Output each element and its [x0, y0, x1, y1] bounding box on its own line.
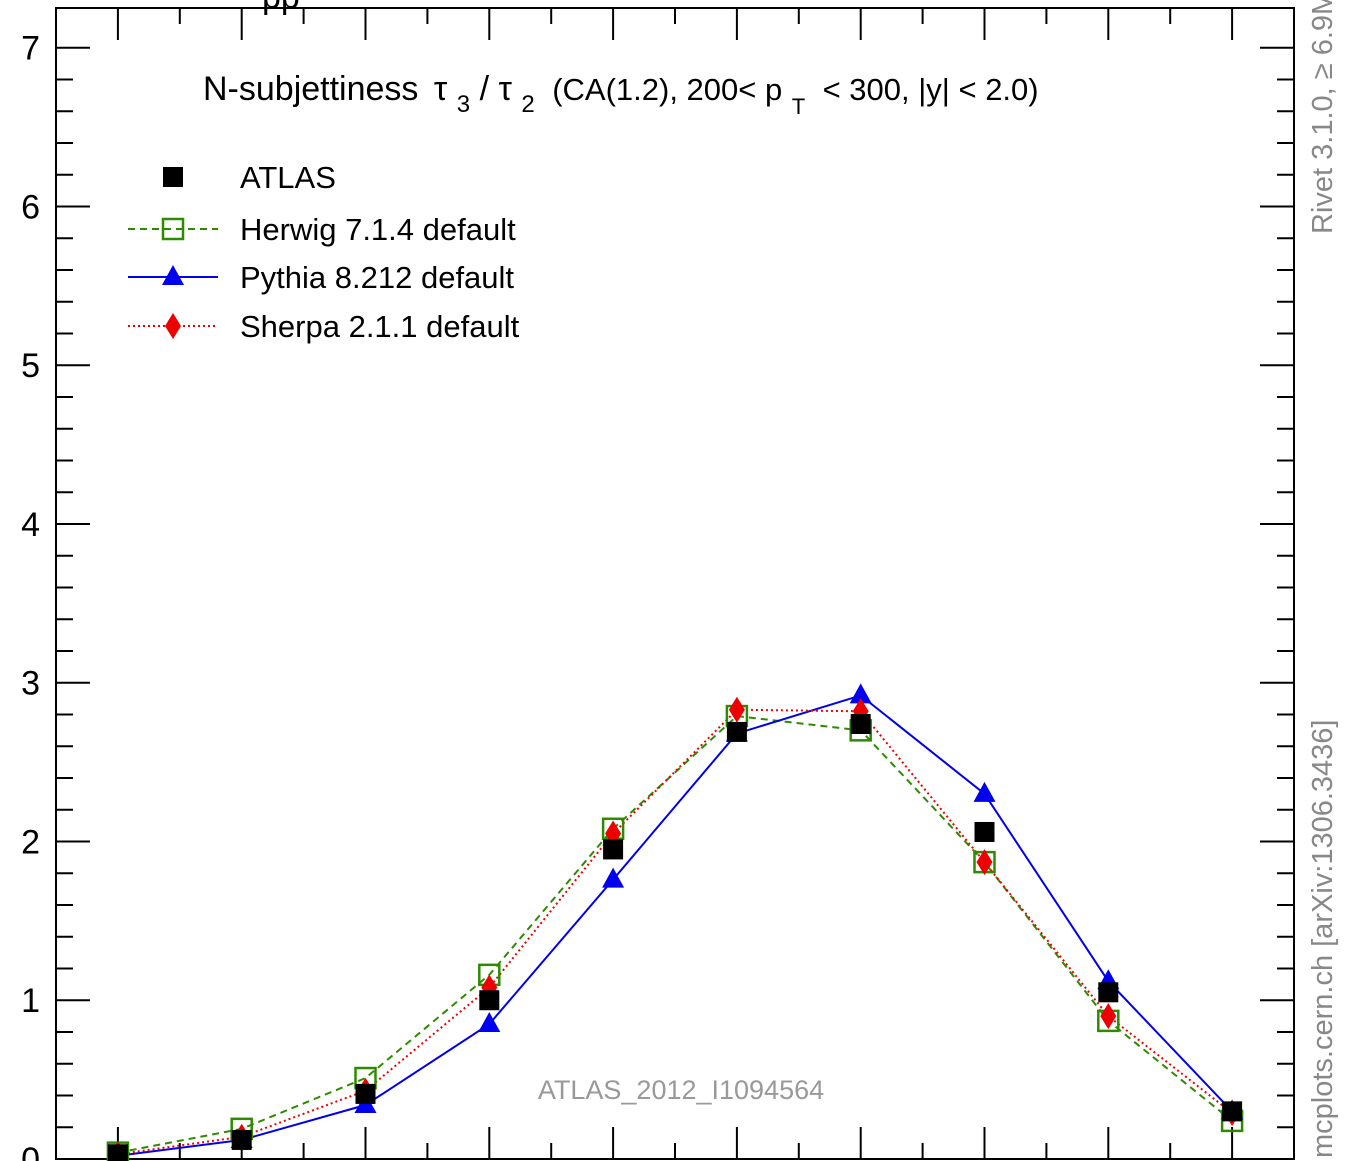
- sherpa-point: [728, 696, 745, 723]
- sherpa-point: [976, 849, 993, 876]
- atlas-point: [974, 821, 995, 842]
- sherpa-line: [117, 708, 1233, 1156]
- atlas-point: [850, 714, 871, 735]
- pythia-line: [117, 694, 1233, 1157]
- side-text-top: Rivet 3.1.0, ≥ 6.9M events: [1307, 0, 1339, 234]
- atlas-point: [726, 721, 747, 742]
- y-tick-label: 7: [21, 30, 40, 68]
- y-tick-label: 4: [21, 506, 40, 544]
- title-slash: /: [480, 70, 490, 108]
- top-clipped-text: pp: [262, 0, 300, 16]
- atlas-point: [1222, 1101, 1243, 1122]
- pythia-point: [849, 683, 872, 704]
- atlas-point: [231, 1129, 252, 1150]
- y-tick-label: 2: [21, 823, 40, 861]
- legend-pythia-marker: [162, 265, 184, 285]
- pythia-point: [973, 781, 996, 802]
- y-tick-label: 3: [21, 665, 40, 703]
- atlas-point: [479, 990, 500, 1011]
- atlas-point: [355, 1083, 376, 1104]
- legend-herwig-marker: [161, 217, 185, 241]
- y-tick-label: 0: [21, 1141, 40, 1161]
- pythia-point: [478, 1012, 501, 1033]
- title-suffix-a: (CA(1.2), 200< p: [552, 72, 782, 107]
- atlas-point: [1098, 982, 1119, 1003]
- legend-sherpa-marker: [165, 313, 181, 339]
- legend-herwig-label: Herwig 7.1.4 default: [240, 212, 516, 247]
- title-suffix-b: < 300, |y| < 2.0): [823, 72, 1039, 107]
- sherpa-point: [1100, 1003, 1117, 1030]
- title-tau-num-sub: 3: [457, 91, 470, 118]
- title-prefix: N-subjettiness: [203, 70, 418, 108]
- legend: ATLAS Herwig 7.1.4 default Pythia 8.212 de…: [128, 160, 520, 344]
- title-tau-den: τ: [498, 70, 512, 108]
- herwig-line: [117, 715, 1233, 1154]
- title-suffix-sub: T: [792, 94, 805, 119]
- analysis-label: ATLAS_2012_I1094564: [538, 1075, 824, 1105]
- side-text-bottom: mcplots.cern.ch [arXiv:1306.3436]: [1307, 719, 1339, 1158]
- atlas-point: [603, 839, 624, 860]
- legend-atlas-label: ATLAS: [240, 160, 336, 195]
- atlas-point: [107, 1144, 128, 1161]
- legend-pythia-label: Pythia 8.212 default: [240, 260, 514, 295]
- legend-sherpa-label: Sherpa 2.1.1 default: [240, 309, 520, 344]
- y-tick-label: 1: [21, 982, 40, 1020]
- chart-title: N-subjettiness τ 3 / τ 2 (CA(1.2), 200< …: [203, 70, 1039, 122]
- y-tick-label: 5: [21, 347, 40, 385]
- y-tick-label: 6: [21, 188, 40, 226]
- legend-atlas-marker: [163, 167, 183, 187]
- title-tau-den-sub: 2: [521, 91, 534, 118]
- pythia-point: [602, 867, 625, 888]
- title-tau-num: τ: [434, 70, 448, 108]
